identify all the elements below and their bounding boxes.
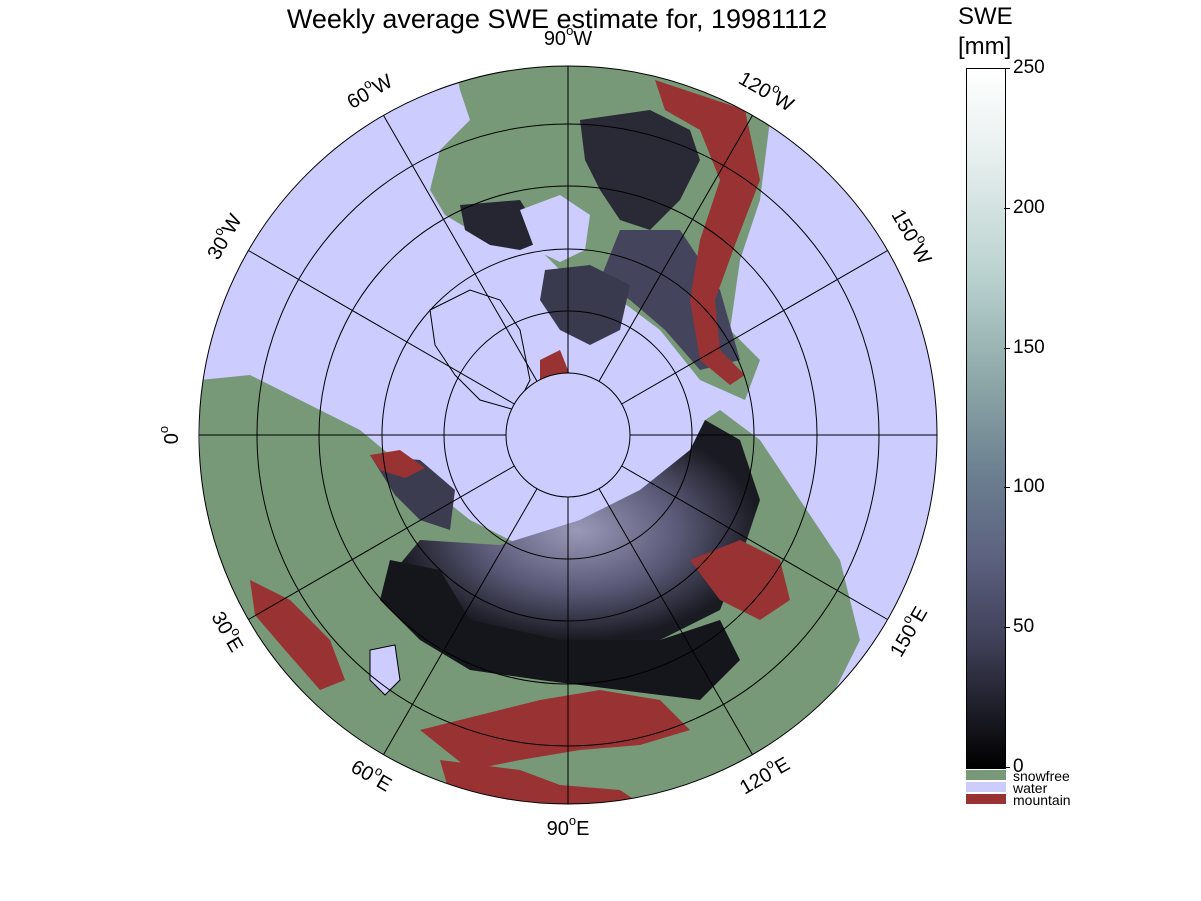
land-arctic-islands: [540, 265, 630, 345]
snow-north-america: [580, 110, 700, 230]
colorbar-unit: [mm]: [958, 33, 1012, 60]
meridian-line: [248, 465, 515, 620]
legend-swatch-water: [966, 782, 1006, 792]
meridian-line: [598, 115, 753, 382]
map-border: [198, 65, 938, 805]
hudson-bay: [520, 195, 590, 262]
north-pole-cap: [506, 373, 630, 497]
colorbar-tick-label: 150: [1013, 336, 1045, 358]
colorbar-tick: [1004, 347, 1010, 349]
legend-swatch-mountain: [966, 794, 1006, 804]
colorbar-title: SWE: [958, 3, 1013, 30]
colorbar-tick-label: 50: [1013, 616, 1035, 638]
longitude-label: 150oW: [886, 203, 939, 268]
colorbar-tick: [1004, 68, 1010, 69]
snow-scandinavia: [370, 455, 455, 530]
colorbar-tick: [1004, 627, 1010, 629]
mountain-east-siberia: [690, 540, 790, 620]
longitude-label: 30oE: [206, 606, 251, 657]
longitude-label: 0o: [156, 426, 183, 444]
snow-siberia-dark-south: [380, 560, 740, 700]
meridian-line: [383, 488, 538, 755]
colorbar-tick-label: 250: [1013, 57, 1045, 78]
meridian-line: [383, 115, 538, 382]
meridian-line: [598, 488, 753, 755]
longitude-label: 60oE: [347, 752, 398, 797]
mountain-central-asia: [420, 690, 690, 770]
mountain-rockies: [655, 80, 760, 385]
colorbar-tick: [1004, 207, 1010, 209]
legend-swatch-snowfree: [966, 770, 1006, 780]
longitude-label: 90oE: [547, 813, 590, 840]
longitude-label: 60oW: [341, 66, 396, 113]
legend-label-water: water: [1013, 780, 1048, 796]
meridian-line: [621, 250, 888, 405]
mountain-europe: [250, 580, 345, 690]
polar-swe-map: 90oW120oW150oW180oW150oE120oE90oE60oE30o…: [156, 23, 939, 840]
legend-label-snowfree: snowfree: [1013, 768, 1070, 784]
longitude-label: 120oW: [735, 64, 800, 117]
colorbar-tick: [1004, 487, 1010, 489]
longitude-label: 90oW: [544, 23, 592, 50]
map-title: Weekly average SWE estimate for, 1998111…: [286, 4, 828, 34]
longitude-label: 30oW: [199, 208, 246, 263]
swe-colorbar: [966, 68, 1006, 769]
meridian-line: [621, 465, 888, 620]
colorbar-tick-label: 200: [1013, 196, 1045, 218]
colorbar-tick: [1004, 767, 1010, 768]
meridian-lines: [199, 66, 937, 804]
colorbar-tick-label: 100: [1013, 476, 1045, 498]
legend-label-mountain: mountain: [1013, 792, 1071, 808]
meridian-line: [248, 250, 515, 405]
colorbar-tick-label: 0: [1013, 756, 1024, 777]
snow-siberia: [395, 420, 760, 640]
